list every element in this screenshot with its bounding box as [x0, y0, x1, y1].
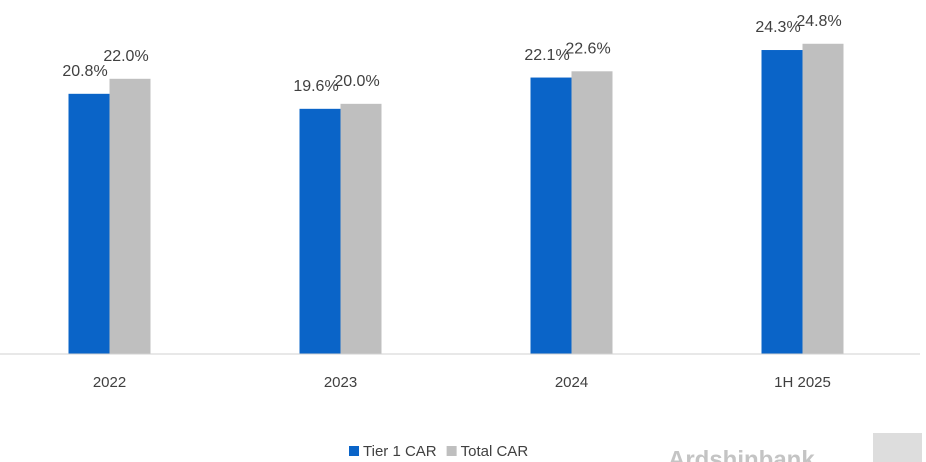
legend-swatch: [446, 446, 457, 456]
bar: [761, 50, 803, 355]
bar: [802, 43, 844, 355]
bar: [530, 77, 572, 355]
x-tick-label: 2023: [324, 374, 357, 391]
data-label: 24.8%: [796, 13, 841, 30]
legend-swatch: [349, 446, 359, 456]
bar: [571, 71, 613, 354]
watermark: Ardshinbank: [668, 446, 815, 462]
x-tick-label: 2024: [555, 374, 588, 391]
watermark-box: [873, 433, 922, 462]
data-label: 20.8%: [62, 63, 107, 80]
bar: [299, 108, 341, 355]
bar: [340, 103, 382, 355]
data-label: 24.3%: [755, 19, 800, 36]
bar: [68, 93, 110, 354]
legend-label: Tier 1 CAR: [363, 443, 437, 460]
data-label: 22.0%: [103, 48, 148, 65]
x-tick-label: 1H 2025: [774, 374, 831, 391]
data-label: 19.6%: [293, 78, 338, 95]
data-label: 20.0%: [334, 73, 379, 90]
x-tick-label: 2022: [93, 374, 126, 391]
legend-label: Total CAR: [461, 443, 529, 460]
bar: [109, 78, 151, 355]
data-label: 22.1%: [524, 47, 569, 64]
data-label: 22.6%: [565, 41, 610, 58]
